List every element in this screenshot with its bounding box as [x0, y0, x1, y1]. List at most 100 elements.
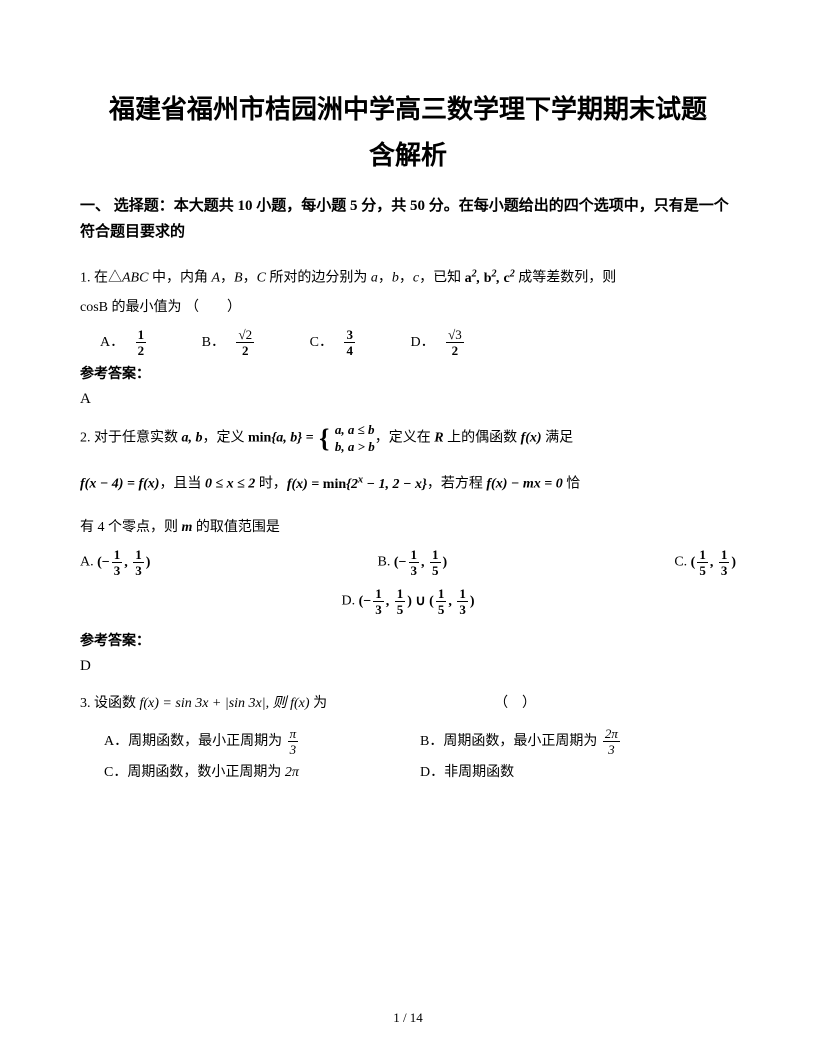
q1-c3: ， — [378, 271, 392, 286]
q1-B: B — [234, 271, 243, 286]
q2-def: f(x) = min{2x − 1, 2 − x} — [287, 477, 427, 492]
q2-t4: 上的偶函数 — [444, 431, 521, 446]
q1-a: a — [371, 271, 378, 286]
q2-l2d: ，若方程 — [427, 477, 487, 492]
q1-optB-num: √2 — [236, 328, 254, 343]
q1-optD-label: D． — [410, 335, 434, 350]
q1-expr: a2, b2, c2 — [465, 271, 515, 286]
q2-optC: C. (15, 13) — [674, 548, 736, 577]
q2-l2b: ，且当 — [159, 477, 205, 492]
q2-ab: a, b — [182, 431, 203, 446]
q2-l2e: 恰 — [563, 477, 581, 492]
q1-optD: D． √32 — [410, 328, 465, 357]
q2-optA: A. (−13, 13) — [80, 548, 150, 577]
q3-optA-den: 3 — [288, 742, 299, 756]
q3-t2: 为 — [310, 696, 328, 711]
q1-answer: A — [80, 391, 736, 408]
q3-t1: 3. 设函数 — [80, 696, 140, 711]
q2-fx: f(x) — [521, 431, 542, 446]
q3-optB-den: 3 — [603, 742, 620, 756]
q3-optB-pre: B．周期函数，最小正周期为 — [420, 734, 601, 749]
q2-optC-label: C. — [674, 555, 687, 570]
q3-optC: C．周期函数，数小正周期为 2π — [104, 758, 420, 789]
q1-optC: C． 34 — [310, 328, 357, 357]
q2-optD-expr: (−13, 15) ∪ (15, 13) — [359, 594, 475, 609]
q2-optD-label: D. — [341, 594, 355, 609]
q3-fdef: f(x) = sin 3x + |sin 3x|, 则 f(x) — [140, 696, 310, 711]
q1-optD-num: √3 — [446, 328, 464, 343]
q1-optA-frac: 12 — [136, 328, 147, 357]
section-1-header: 一、 选择题：本大题共 10 小题，每小题 5 分，共 50 分。在每小题给出的… — [80, 194, 736, 245]
q3-optC-val: 2π — [285, 765, 299, 780]
q1-optC-label: C． — [310, 335, 333, 350]
q3-optB-frac: 2π3 — [603, 727, 620, 756]
q1-ref: 参考答案： — [80, 363, 736, 383]
q1-options: A． 12 B． √22 C． 34 D． √32 — [100, 328, 736, 357]
q2-R: R — [434, 431, 443, 446]
q2-t2: ，定义 — [203, 431, 249, 446]
q2-answer: D — [80, 658, 736, 675]
q1-optB-frac: √22 — [236, 328, 254, 357]
q1-t5: 成等差数列，则 — [515, 271, 617, 286]
q1-c4: ， — [399, 271, 413, 286]
left-brace-icon: { — [319, 426, 329, 452]
q1-optC-frac: 34 — [344, 328, 355, 357]
q2-t1: 2. 对于任意实数 — [80, 431, 182, 446]
q2-l3b: 的取值范围是 — [192, 520, 280, 535]
q3-optB: B．周期函数，最小正周期为 2π3 — [420, 727, 736, 758]
q3-optD: D．非周期函数 — [420, 758, 736, 789]
q2-cases: a, a ≤ b b, a > b — [335, 422, 375, 455]
q1-optD-den: 2 — [446, 343, 464, 357]
q3-optA: A．周期函数，最小正周期为 π3 — [104, 727, 420, 758]
q2-optA-expr: (−13, 13) — [97, 555, 150, 570]
q2-ref: 参考答案： — [80, 630, 736, 650]
q2-min-lhs: min{a, b} = — [248, 431, 317, 446]
q1-C: C — [257, 271, 266, 286]
q2-options-abc: A. (−13, 13) B. (−13, 15) C. (15, 13) — [80, 548, 736, 577]
q1-optB: B． √22 — [202, 328, 256, 357]
q2-line2: f(x − 4) = f(x)，且当 0 ≤ x ≤ 2 时，f(x) = mi… — [80, 469, 736, 499]
q1-optA-num: 1 — [136, 328, 147, 343]
q1-b: b — [392, 271, 399, 286]
q1-stem: 1. 在△ABC 中，内角 A，B，C 所对的边分别为 a，b，c，已知 a2,… — [80, 263, 736, 322]
q2-t3: ，定义在 — [375, 431, 435, 446]
q3-paren: （ ） — [494, 696, 536, 711]
q2-line3: 有 4 个零点，则 m 的取值范围是 — [80, 513, 736, 542]
q1-optC-den: 4 — [344, 343, 355, 357]
q1-t2: 中，内角 — [148, 271, 211, 286]
q3-options: A．周期函数，最小正周期为 π3 B．周期函数，最小正周期为 2π3 C．周期函… — [104, 727, 736, 789]
q2-optB-label: B. — [378, 555, 391, 570]
page: 福建省福州市桔园洲中学高三数学理下学期期末试题 含解析 一、 选择题：本大题共 … — [0, 0, 816, 1056]
q1-optC-num: 3 — [344, 328, 355, 343]
doc-title-line2: 含解析 — [80, 135, 736, 172]
doc-title-line1: 福建省福州市桔园洲中学高三数学理下学期期末试题 — [80, 90, 736, 129]
q3-optB-num: 2π — [603, 727, 620, 742]
q3-stem: 3. 设函数 f(x) = sin 3x + |sin 3x|, 则 f(x) … — [80, 689, 736, 718]
q1-A: A — [211, 271, 220, 286]
q2-optB-expr: (−13, 15) — [394, 555, 447, 570]
q1-optB-label: B． — [202, 335, 225, 350]
q1-t3: 所对的边分别为 — [266, 271, 371, 286]
q2-cond: 0 ≤ x ≤ 2 — [205, 477, 255, 492]
q1-ABC: ABC — [122, 271, 148, 286]
q2-eq: f(x) − mx = 0 — [486, 477, 562, 492]
q2-case1: a, a ≤ b — [335, 422, 375, 437]
q2-periodic: f(x − 4) = f(x) — [80, 477, 159, 492]
q3-optA-num: π — [288, 727, 299, 742]
q2-min-def: min{a, b} = { a, a ≤ b b, a > b — [248, 422, 375, 455]
q3-optA-frac: π3 — [288, 727, 299, 756]
q1-optA-den: 2 — [136, 343, 147, 357]
q3-optC-pre: C．周期函数，数小正周期为 — [104, 765, 285, 780]
q2-l2c: 时， — [255, 477, 287, 492]
q2-t5: 满足 — [542, 431, 574, 446]
q1-optB-den: 2 — [236, 343, 254, 357]
q1-c2: ， — [243, 271, 257, 286]
q2-l3a: 有 4 个零点，则 — [80, 520, 182, 535]
q3-optA-pre: A．周期函数，最小正周期为 — [104, 734, 286, 749]
q1-optA: A． 12 — [100, 328, 148, 357]
q1-line2: cosB 的最小值为 （ ） — [80, 300, 241, 315]
q3-optD-text: D．非周期函数 — [420, 765, 514, 780]
q1-c1: ， — [220, 271, 234, 286]
q1-text: 1. 在△ — [80, 271, 122, 286]
q2-m: m — [182, 520, 193, 535]
